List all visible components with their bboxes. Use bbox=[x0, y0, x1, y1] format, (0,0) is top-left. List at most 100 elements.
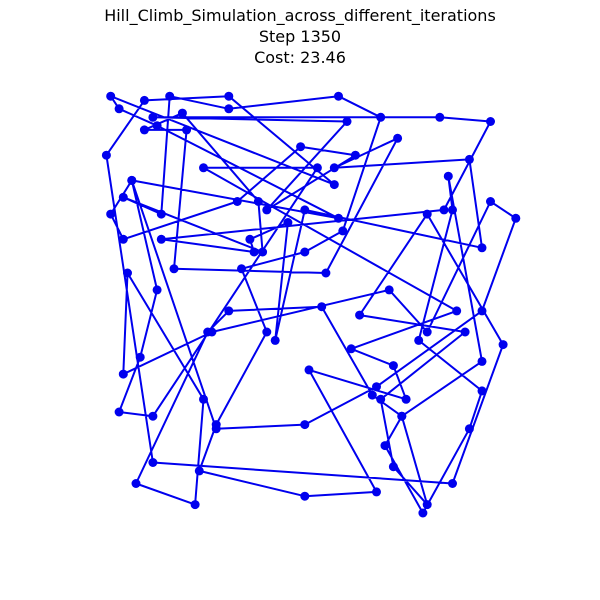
route-point bbox=[477, 306, 487, 316]
route-point bbox=[350, 150, 360, 160]
route-point bbox=[224, 104, 234, 114]
route-point bbox=[486, 117, 495, 126]
route-point bbox=[245, 234, 255, 244]
route-point bbox=[443, 171, 453, 181]
route-point bbox=[388, 462, 398, 472]
route-point bbox=[376, 112, 386, 122]
route-point bbox=[211, 424, 221, 434]
route-point bbox=[224, 91, 234, 101]
route-point bbox=[460, 327, 470, 337]
route-point bbox=[486, 197, 495, 206]
route-point bbox=[123, 268, 132, 278]
chart-title: Hill_Climb_Simulation_across_different_i… bbox=[104, 6, 496, 25]
route-point bbox=[477, 386, 487, 396]
route-point bbox=[253, 197, 263, 206]
route-point bbox=[422, 500, 432, 510]
route-point bbox=[511, 213, 521, 223]
route-point bbox=[224, 306, 234, 316]
route-point bbox=[148, 112, 158, 122]
route-point bbox=[118, 234, 128, 244]
route-point bbox=[397, 411, 407, 421]
route-point bbox=[464, 154, 474, 164]
route-point bbox=[199, 163, 208, 173]
route-point bbox=[338, 226, 348, 236]
route-point bbox=[177, 108, 187, 118]
route-point bbox=[300, 491, 310, 501]
route-point bbox=[118, 369, 128, 379]
route-point bbox=[464, 424, 474, 434]
route-point bbox=[372, 487, 381, 497]
route-point bbox=[270, 335, 280, 345]
route-point bbox=[148, 411, 158, 421]
route-point bbox=[452, 306, 462, 316]
route-point bbox=[388, 361, 398, 371]
route-points bbox=[101, 91, 521, 518]
route-point bbox=[329, 180, 339, 190]
route-point bbox=[477, 243, 487, 253]
route-point bbox=[376, 394, 386, 404]
route-point bbox=[114, 407, 124, 417]
route-point bbox=[384, 285, 394, 295]
route-point bbox=[262, 205, 272, 215]
route-point bbox=[312, 163, 322, 173]
route-point bbox=[439, 205, 449, 215]
route-point bbox=[237, 264, 246, 274]
route-point bbox=[334, 213, 343, 223]
route-point bbox=[300, 205, 310, 215]
route-point bbox=[139, 95, 149, 105]
route-point bbox=[300, 420, 310, 430]
route-line bbox=[105, 95, 517, 514]
route-point bbox=[199, 394, 208, 404]
route-point bbox=[498, 340, 508, 350]
route-point bbox=[346, 344, 356, 354]
route-point bbox=[262, 327, 272, 337]
route-point bbox=[342, 117, 352, 126]
route-point bbox=[165, 91, 175, 101]
route-point bbox=[114, 104, 124, 114]
route-point bbox=[296, 142, 306, 152]
route-point bbox=[182, 125, 192, 135]
route-point bbox=[190, 500, 200, 510]
route-point bbox=[380, 441, 390, 451]
route-point bbox=[317, 302, 327, 312]
route-point bbox=[118, 192, 128, 202]
route-point bbox=[422, 209, 432, 219]
route-point bbox=[300, 247, 310, 257]
chart-step-label: Step 1350 bbox=[258, 27, 342, 46]
route-point bbox=[156, 209, 166, 219]
route-point bbox=[258, 247, 268, 257]
route-lines bbox=[105, 95, 517, 514]
route-point bbox=[249, 247, 259, 257]
route-point bbox=[131, 479, 141, 488]
chart-cost-label: Cost: 23.46 bbox=[254, 48, 346, 67]
route-point bbox=[232, 197, 242, 206]
route-point bbox=[393, 133, 403, 143]
route-point bbox=[152, 285, 162, 295]
route-point bbox=[135, 352, 145, 362]
route-point bbox=[152, 121, 162, 131]
route-point bbox=[101, 150, 111, 160]
route-point bbox=[477, 356, 487, 366]
route-point bbox=[156, 234, 166, 244]
route-point bbox=[139, 125, 149, 135]
route-point bbox=[169, 264, 179, 274]
route-point bbox=[203, 327, 213, 337]
route-point bbox=[321, 268, 331, 278]
route-point bbox=[148, 458, 158, 467]
route-point bbox=[304, 365, 314, 375]
route-point bbox=[334, 91, 343, 101]
route-point bbox=[401, 394, 411, 404]
route-point bbox=[283, 218, 293, 227]
route-point bbox=[418, 508, 428, 518]
route-point bbox=[422, 327, 432, 337]
route-point bbox=[435, 112, 445, 122]
route-point bbox=[448, 205, 457, 215]
chart-titles: Hill_Climb_Simulation_across_different_i… bbox=[0, 5, 600, 68]
route-point bbox=[106, 91, 116, 101]
route-point bbox=[414, 335, 424, 345]
route-point bbox=[448, 479, 457, 488]
route-point bbox=[367, 390, 377, 400]
route-point bbox=[372, 382, 381, 392]
route-point bbox=[329, 163, 339, 173]
